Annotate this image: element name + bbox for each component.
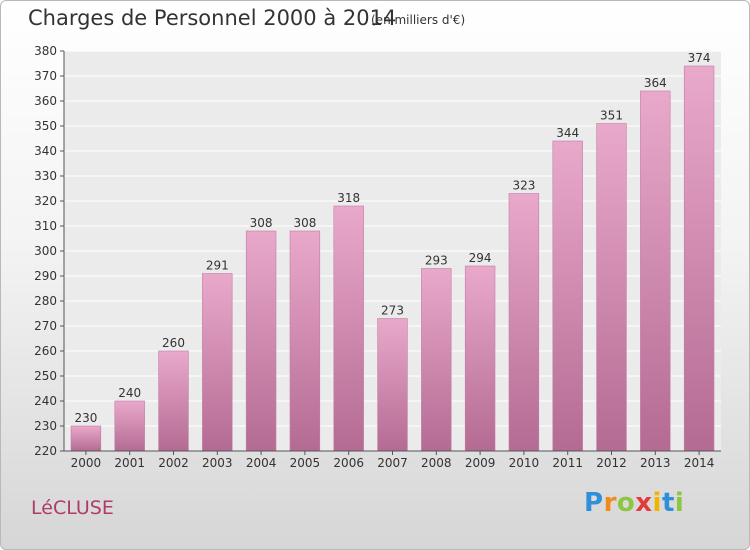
x-tick-label: 2012 xyxy=(596,456,627,470)
bar-value-label: 374 xyxy=(688,51,711,65)
x-tick-label: 2013 xyxy=(640,456,671,470)
logo-letter: x xyxy=(635,488,653,518)
chart-title: Charges de Personnel 2000 à 2014 xyxy=(28,6,397,30)
bar-value-label: 318 xyxy=(337,191,360,205)
bar-value-label: 364 xyxy=(644,76,667,90)
y-tick-label: 340 xyxy=(34,144,57,158)
y-tick-label: 290 xyxy=(34,269,57,283)
bars: 230 240 260 291 308 308 318 273 293 294 323 344 351 3… xyxy=(70,51,715,452)
logo-letter: t xyxy=(661,488,675,518)
bar xyxy=(70,425,102,452)
bar xyxy=(202,273,233,452)
bar-value-label: 273 xyxy=(381,304,404,318)
y-axis-ticks: 220 230 240 250 260 270 280 290 300 310 320 330 340 3… xyxy=(34,44,64,458)
y-tick-label: 300 xyxy=(34,244,57,258)
bar xyxy=(114,400,145,452)
x-tick-label: 2014 xyxy=(684,456,715,470)
x-tick-label: 2009 xyxy=(465,456,496,470)
bar xyxy=(333,205,364,452)
y-tick-label: 350 xyxy=(34,119,57,133)
bar-value-label: 351 xyxy=(600,109,623,123)
logo-letter: i xyxy=(652,488,662,518)
x-tick-label: 2011 xyxy=(552,456,583,470)
y-tick-label: 310 xyxy=(34,219,57,233)
y-tick-label: 370 xyxy=(34,69,57,83)
bar-value-label: 240 xyxy=(118,386,141,400)
x-tick-label: 2003 xyxy=(202,456,233,470)
bar xyxy=(158,350,189,452)
y-tick-label: 250 xyxy=(34,369,57,383)
logo-letter: P xyxy=(584,488,604,518)
bar xyxy=(596,123,627,452)
y-tick-label: 380 xyxy=(34,44,57,58)
y-tick-label: 360 xyxy=(34,94,57,108)
y-tick-label: 230 xyxy=(34,419,57,433)
x-tick-label: 2004 xyxy=(246,456,277,470)
y-tick-label: 320 xyxy=(34,194,57,208)
commune-name: LéCLUSE xyxy=(31,497,114,519)
y-tick-label: 280 xyxy=(34,294,57,308)
x-tick-label: 2000 xyxy=(71,456,102,470)
bar xyxy=(508,193,540,452)
bar xyxy=(245,230,277,452)
y-tick-label: 260 xyxy=(34,344,57,358)
bar xyxy=(683,65,715,452)
bar-value-label: 291 xyxy=(206,259,229,273)
x-tick-label: 2002 xyxy=(158,456,189,470)
x-tick-label: 2007 xyxy=(377,456,408,470)
logo-letter: i xyxy=(674,488,685,518)
bar xyxy=(552,140,583,452)
bar-value-label: 323 xyxy=(512,179,535,193)
x-tick-label: 2006 xyxy=(333,456,364,470)
bar-value-label: 293 xyxy=(425,254,448,268)
bar xyxy=(464,265,496,452)
bar xyxy=(289,230,321,452)
bar-value-label: 260 xyxy=(162,336,185,350)
y-tick-label: 330 xyxy=(34,169,57,183)
bar-value-label: 308 xyxy=(250,216,273,230)
bar-value-label: 230 xyxy=(74,411,97,425)
bar-value-label: 344 xyxy=(556,126,579,140)
proxiti-logo: Proxiti xyxy=(584,488,684,518)
y-tick-label: 240 xyxy=(34,394,57,408)
x-tick-label: 2008 xyxy=(421,456,452,470)
bar-value-label: 294 xyxy=(469,251,492,265)
bar xyxy=(377,318,408,452)
bar xyxy=(640,90,671,452)
logo-letter: r xyxy=(603,488,617,518)
logo-letter: o xyxy=(616,488,636,518)
bar xyxy=(421,268,452,452)
x-axis-ticks: 2000 2001 2002 2003 2004 2005 2006 2007 2008 2009… xyxy=(71,451,715,470)
y-tick-label: 270 xyxy=(34,319,57,333)
x-tick-label: 2005 xyxy=(290,456,321,470)
x-tick-label: 2010 xyxy=(509,456,540,470)
unit-note: (en milliers d'€) xyxy=(371,13,466,27)
x-tick-label: 2001 xyxy=(114,456,145,470)
bar-value-label: 308 xyxy=(293,216,316,230)
y-tick-label: 220 xyxy=(34,444,57,458)
